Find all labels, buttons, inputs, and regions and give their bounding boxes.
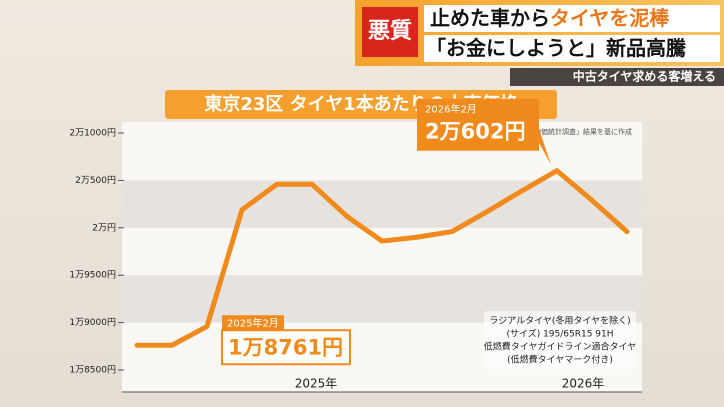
- headline: 「お金にしようと」新品高騰: [426, 36, 687, 60]
- headline-box: [424, 35, 720, 62]
- annotation-box: [417, 98, 539, 151]
- x-group-label: 2026年: [562, 377, 605, 391]
- source: 総務省「小売物価統計調査」結果を基に作成: [492, 127, 632, 136]
- y-tick-label: 2万1000円: [69, 128, 116, 139]
- line: [134, 168, 630, 348]
- grid: 1万8500円 1万9000円 1万9500円 2万円 2万500円 2万1000円: [69, 128, 642, 376]
- x-group-label: 2025年: [295, 377, 338, 391]
- badge: 悪質: [368, 19, 412, 44]
- headline-part: 止めた車から: [430, 6, 550, 30]
- headline-part: タイヤを泥棒: [550, 6, 670, 30]
- y-tick-label: 2万円: [92, 222, 116, 233]
- y-tick-label: 2万500円: [75, 175, 116, 186]
- subtitle-box: [510, 68, 724, 86]
- annotation: 2026年2月 2万602円: [417, 98, 551, 165]
- note-box: [484, 311, 636, 369]
- notes: ラジアルタイヤ(冬用タイヤを除く)(サイズ) 195/65R15 91H低燃費タ…: [484, 315, 636, 366]
- headline-part: 「お金にしようと」: [426, 36, 606, 60]
- marks: 2025年2月 1万8761円 2026年2月 2万602円: [134, 98, 630, 366]
- y-tick-label: 1万8500円: [69, 365, 116, 376]
- annotation-pointer: [539, 128, 551, 165]
- annotation-tab: [222, 315, 284, 331]
- note: (低燃費タイヤマーク付き): [507, 354, 613, 366]
- headline: 止めた車からタイヤを泥棒: [430, 6, 670, 30]
- subtitle: 中古タイヤ求める客増える: [573, 69, 716, 84]
- note: ラジアルタイヤ(冬用タイヤを除く): [489, 315, 630, 327]
- annotation-date: 2026年2月: [425, 103, 477, 116]
- headline-part: 新品高騰: [606, 36, 687, 60]
- data-label: 1万8761円: [228, 335, 343, 359]
- headline-box: [424, 5, 720, 32]
- y-tick-label: 1万9000円: [69, 317, 116, 328]
- data-label: 2万602円: [425, 120, 525, 144]
- annotation-box: [221, 329, 351, 366]
- note: (サイズ) 195/65R15 91H: [506, 328, 613, 340]
- note: 低燃費タイヤガイドライン適合タイヤ: [484, 341, 636, 353]
- annotation-date: 2025年2月: [227, 316, 279, 329]
- y-tick-label: 1万9500円: [69, 270, 116, 281]
- annotation: 2025年2月 1万8761円: [221, 315, 351, 366]
- badge-box: [362, 7, 418, 57]
- grid-band: [122, 180, 642, 228]
